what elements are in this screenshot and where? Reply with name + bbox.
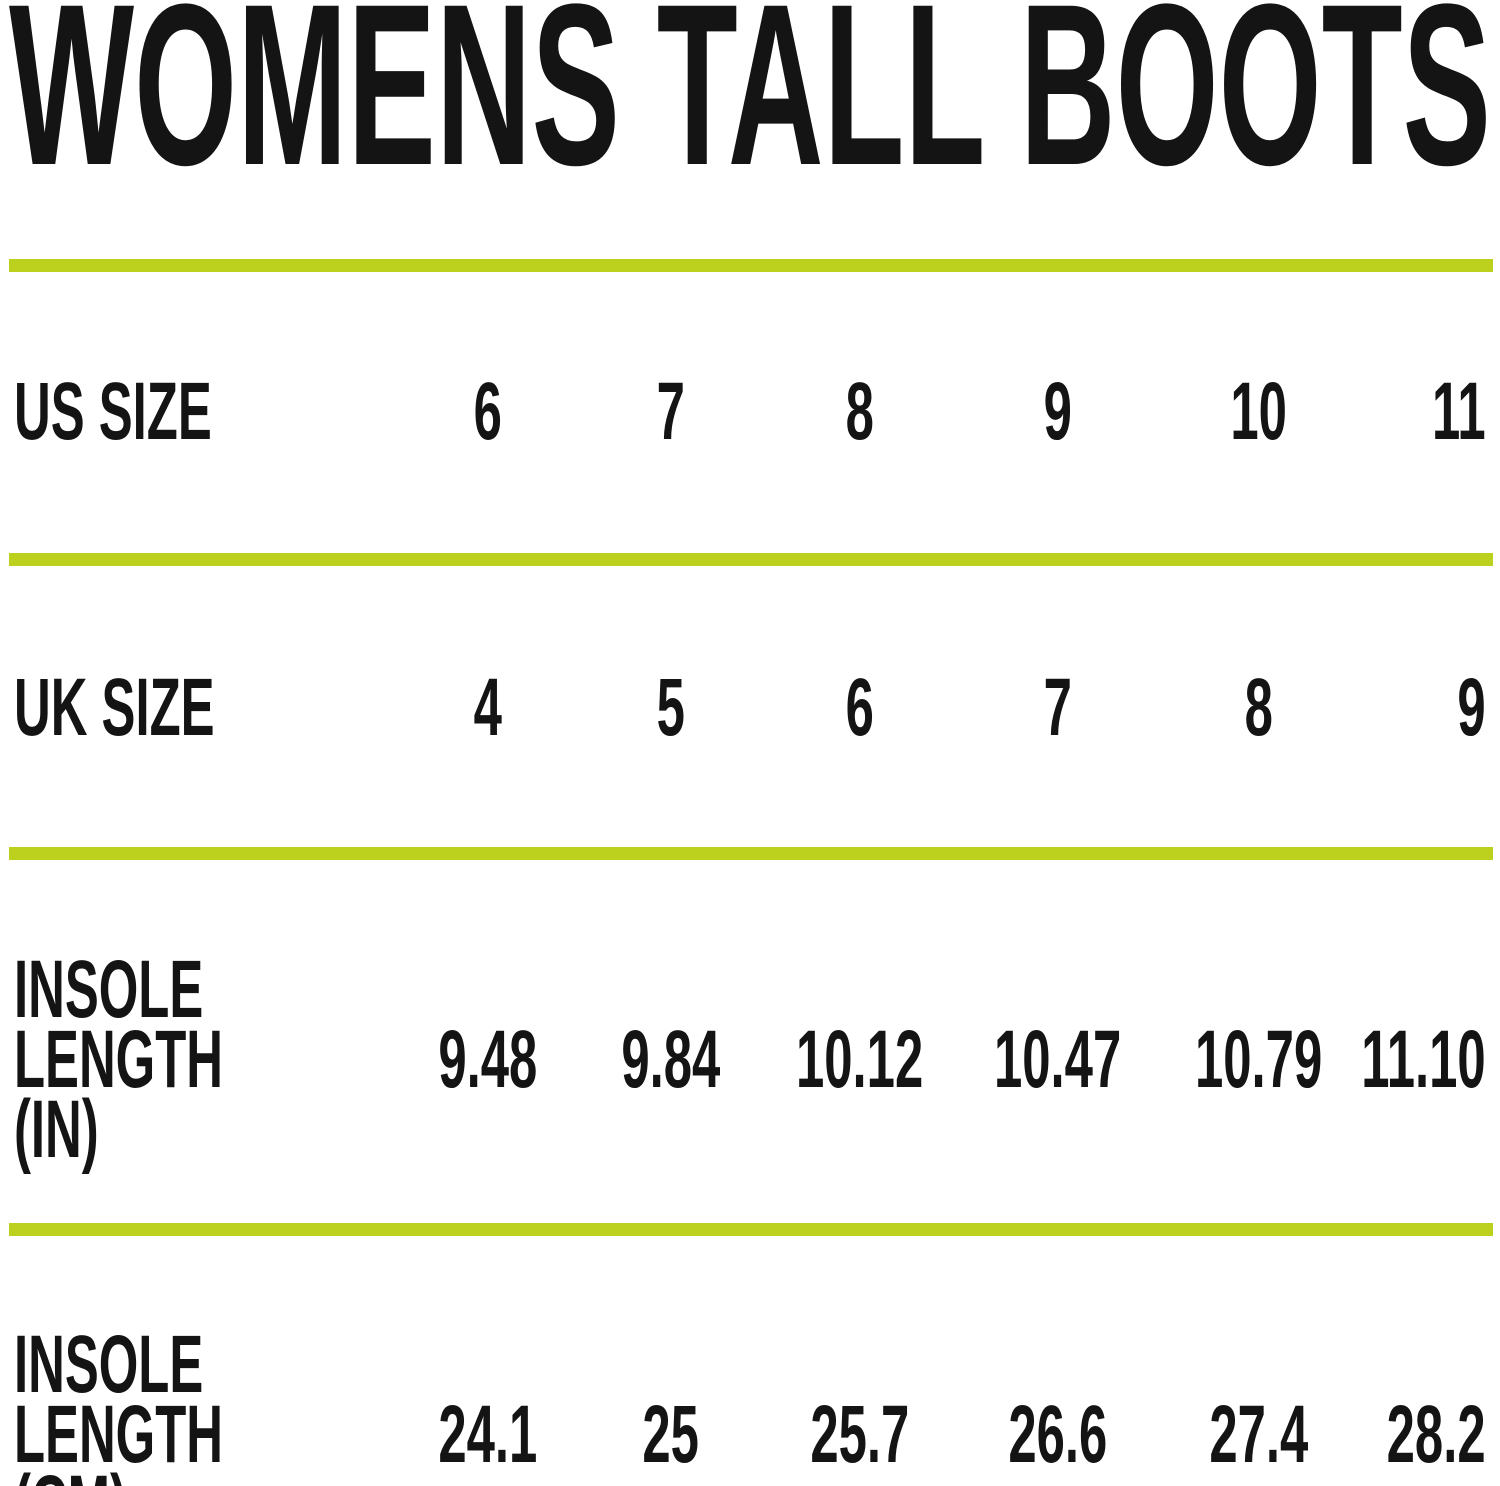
us-size-value-1: 6 (395, 352, 580, 472)
value-text: 6 (845, 662, 874, 753)
value-text: 10.79 (1195, 1014, 1323, 1105)
row-uk-size: UK SIZE 4 5 6 7 8 9 (0, 648, 1500, 768)
value-text: 5 (656, 662, 686, 753)
uk-size-value-6: 9 (1359, 648, 1500, 768)
divider-line-3 (9, 847, 1493, 860)
value-text: 7 (1043, 662, 1073, 753)
insole-cm-value-1: 24.1 (395, 1330, 580, 1486)
value-text: 10.47 (994, 1014, 1122, 1105)
divider-line-2 (9, 553, 1493, 566)
us-size-value-3: 8 (762, 352, 957, 472)
insole-cm-value-2: 25 (580, 1330, 762, 1486)
row-label-us-size: US SIZE (0, 352, 395, 472)
value-text: 8 (1244, 662, 1274, 753)
value-text: 8 (845, 366, 874, 457)
insole-in-value-4: 10.47 (957, 955, 1159, 1165)
row-label-text: UK SIZE (14, 662, 215, 753)
insole-in-value-1: 9.48 (395, 955, 580, 1165)
row-label-text: INSOLE LENGTH (IN) (14, 944, 223, 1175)
us-size-value-5: 10 (1159, 352, 1359, 472)
insole-cm-value-3: 25.7 (762, 1330, 957, 1486)
insole-cm-value-6: 28.2 (1359, 1330, 1500, 1486)
row-insole-length-cm: INSOLE LENGTH (CM) 24.1 25 25.7 26.6 27.… (0, 1319, 1500, 1486)
insole-cm-value-5: 27.4 (1159, 1330, 1359, 1486)
row-insole-length-in: INSOLE LENGTH (IN) 9.48 9.84 10.12 10.47… (0, 949, 1500, 1171)
title-svg: WOMENS TALL BOOTS (9, 0, 1491, 213)
insole-in-value-5: 10.79 (1159, 955, 1359, 1165)
value-text: 25.7 (810, 1389, 909, 1480)
insole-in-value-3: 10.12 (762, 955, 957, 1165)
value-text: 26.6 (1008, 1389, 1108, 1480)
uk-size-value-1: 4 (395, 648, 580, 768)
us-size-value-6: 11 (1359, 352, 1500, 472)
row-label-text: US SIZE (14, 366, 212, 457)
insole-in-value-2: 9.84 (580, 955, 762, 1165)
insole-cm-value-4: 26.6 (957, 1330, 1159, 1486)
uk-size-value-3: 6 (762, 648, 957, 768)
row-label-uk-size: UK SIZE (0, 648, 395, 768)
value-text: 28.2 (1387, 1389, 1486, 1480)
value-text: 25 (642, 1389, 700, 1480)
value-text: 9.48 (438, 1014, 537, 1105)
value-text: 10.12 (795, 1014, 924, 1105)
value-text: 11.10 (1361, 1014, 1486, 1105)
value-text: 10 (1230, 366, 1288, 457)
value-text: 4 (473, 662, 502, 753)
uk-size-value-4: 7 (957, 648, 1159, 768)
row-label-insole-in: INSOLE LENGTH (IN) (0, 944, 395, 1175)
row-label-insole-cm: INSOLE LENGTH (CM) (0, 1319, 395, 1486)
value-text: 7 (656, 366, 686, 457)
divider-line-1 (9, 259, 1493, 272)
us-size-value-2: 7 (580, 352, 762, 472)
row-us-size: US SIZE 6 7 8 9 10 11 (0, 352, 1500, 472)
value-text: 9 (1457, 662, 1486, 753)
us-size-value-4: 9 (957, 352, 1159, 472)
value-text: 27.4 (1209, 1389, 1309, 1480)
value-text: 9 (1043, 366, 1073, 457)
page-title-text: WOMENS TALL BOOTS (9, 0, 1491, 175)
uk-size-value-2: 5 (580, 648, 762, 768)
value-text: 6 (473, 366, 502, 457)
divider-line-4 (9, 1223, 1493, 1236)
row-label-text: INSOLE LENGTH (CM) (14, 1319, 223, 1486)
page-title: WOMENS TALL BOOTS (0, 0, 1500, 213)
uk-size-value-5: 8 (1159, 648, 1359, 768)
value-text: 24.1 (438, 1389, 537, 1480)
value-text: 9.84 (621, 1014, 721, 1105)
value-text: 11 (1432, 366, 1486, 457)
insole-in-value-6: 11.10 (1359, 955, 1500, 1165)
